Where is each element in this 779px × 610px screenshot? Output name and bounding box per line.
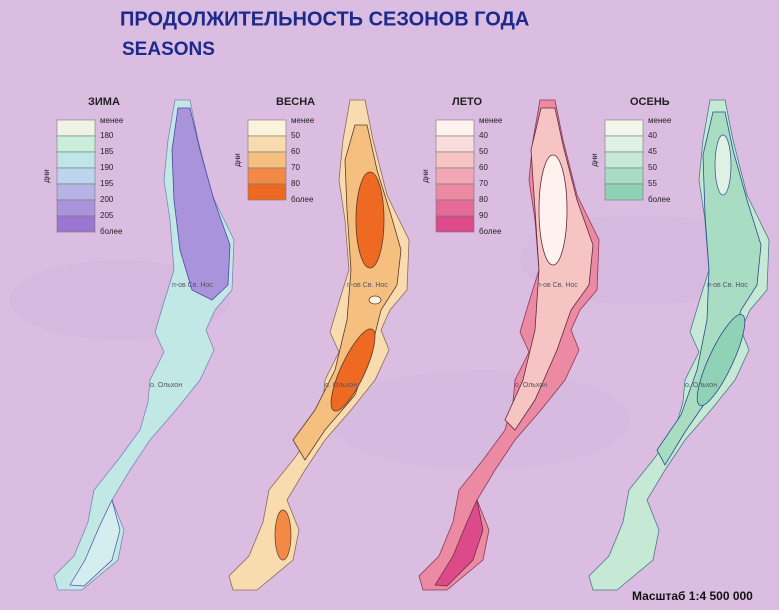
legend-unit: дни [590,153,599,167]
legend-swatch [435,151,475,169]
legend-label: 80 [479,195,488,204]
legend-swatch [56,135,96,153]
legend-label: 90 [479,211,488,220]
legend-label: 200 [100,195,114,204]
legend-swatch [247,183,287,201]
spring-map: п-ов Св. Нос о. Ольхон [228,99,410,591]
legend-label: более [479,227,502,236]
legend-swatch [604,135,644,153]
legend-label: менее [100,116,124,125]
legend-label: 80 [291,179,300,188]
legend-label: 55 [648,179,657,188]
legend-swatch [604,119,644,137]
legend-swatch [435,183,475,201]
winter-map: п-ов Св. Нос о. Ольхон [53,99,235,591]
legend-label: 70 [479,179,488,188]
place-label: о. Ольхон [515,382,547,389]
legend-label: менее [648,116,672,125]
autumn-map: п-ов Св. Нос о. Ольхон [588,99,770,591]
legend-label: 50 [479,147,488,156]
legend-label: более [648,195,671,204]
legend-swatch [435,199,475,217]
place-label: о. Ольхон [685,382,717,389]
panel-title: ЛЕТО [452,96,483,108]
place-label: п-ов Св. Нос [707,282,748,289]
legend-swatch [247,151,287,169]
legend-swatch [56,119,96,137]
legend-swatch [604,167,644,185]
legend-swatch [56,167,96,185]
legend-label: более [100,227,123,236]
legend-swatch [247,135,287,153]
legend-label: 45 [648,147,657,156]
legend-unit: дни [421,169,430,183]
legend-label: 60 [479,163,488,172]
legend-swatch [604,151,644,169]
legend-label: 40 [648,131,657,140]
legend-label: 185 [100,147,114,156]
legend-label: более [291,195,314,204]
legend-label: 60 [291,147,300,156]
legend-swatch [56,215,96,233]
place-label: п-ов Св. Нос [537,282,578,289]
legend-label: 50 [648,163,657,172]
summer-map: п-ов Св. Нос о. Ольхон [418,99,600,591]
legend-swatch [435,135,475,153]
subtitle: SEASONS [122,39,215,60]
panel-title: ЗИМА [88,96,120,108]
legend-swatch [56,183,96,201]
legend-swatch [435,167,475,185]
legend-swatch [247,119,287,137]
legend-swatch [435,119,475,137]
panel-title: ОСЕНЬ [630,96,670,108]
legend-label: 180 [100,131,114,140]
legend-swatch [435,215,475,233]
panel-title: ВЕСНА [276,96,315,108]
place-label: о. Ольхон [150,382,182,389]
legend-label: менее [291,116,315,125]
legend-label: 205 [100,211,114,220]
legend-swatch [56,151,96,169]
legend-label: 190 [100,163,114,172]
place-label: п-ов Св. Нос [172,282,213,289]
legend-label: 195 [100,179,114,188]
scale: Масштаб 1:4 500 000 [632,589,753,603]
legend-swatch [604,183,644,201]
title: ПРОДОЛЖИТЕЛЬНОСТЬ СЕЗОНОВ ГОДА [120,8,529,30]
legend-unit: дни [233,153,242,167]
legend-label: менее [479,116,503,125]
legend-unit: дни [42,169,51,183]
place-label: п-ов Св. Нос [347,282,388,289]
legend-label: 70 [291,163,300,172]
legend-swatch [247,167,287,185]
legend-label: 40 [479,131,488,140]
legend-swatch [56,199,96,217]
legend-label: 50 [291,131,300,140]
place-label: о. Ольхон [325,382,357,389]
